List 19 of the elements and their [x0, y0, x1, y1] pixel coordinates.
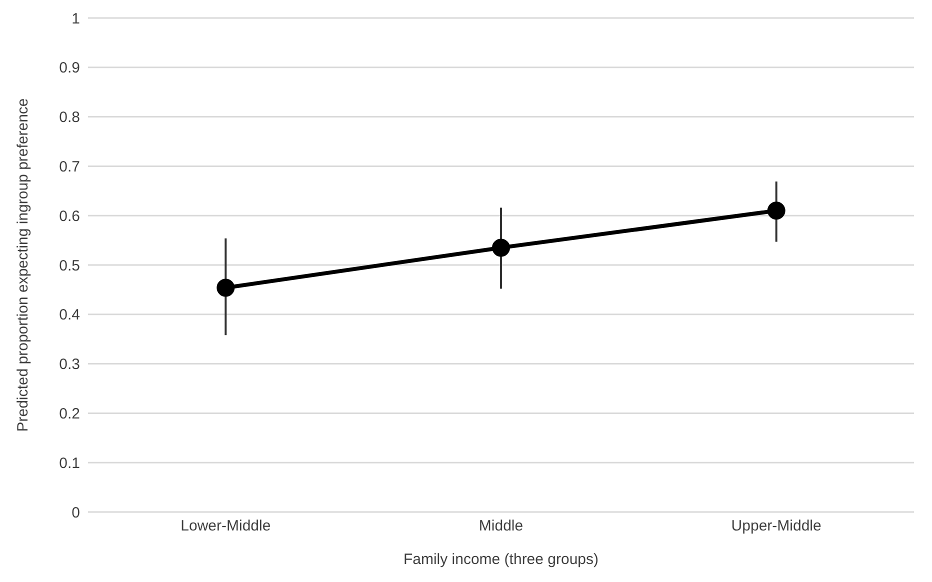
x-tick-label: Lower-Middle [180, 518, 271, 535]
y-tick-label: 0.3 [59, 356, 80, 374]
y-tick-label: 0.2 [59, 406, 80, 423]
x-tick-label: Middle [478, 518, 524, 535]
y-tick-label: 1 [72, 10, 80, 28]
y-tick-label: 0.6 [59, 208, 80, 225]
y-tick-label: 0.1 [59, 454, 80, 472]
y-tick-label: 0 [72, 504, 80, 522]
y-tick-label: 0.7 [59, 158, 80, 176]
y-tick-label: 0.9 [59, 60, 80, 77]
point [492, 238, 510, 257]
y-tick-label: 0.4 [59, 306, 80, 324]
y-tick-label: 0.5 [59, 257, 80, 274]
point [767, 202, 786, 220]
point [216, 278, 235, 297]
y-axis-title: Predicted proportion expecting ingroup preference [14, 98, 32, 432]
x-tick-label: Upper-Middle [731, 518, 822, 535]
x-axis-title: Family income (three groups) [403, 551, 599, 568]
y-tick-label: 0.8 [59, 109, 80, 126]
